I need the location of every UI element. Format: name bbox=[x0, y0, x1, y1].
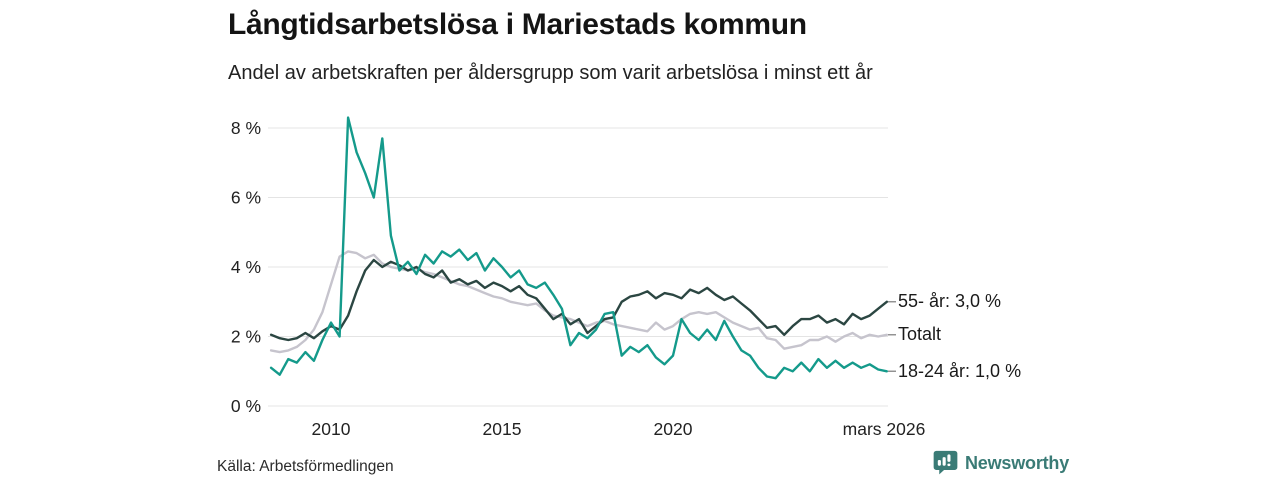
x-tick-label: 2015 bbox=[483, 419, 522, 439]
series-line-totalt bbox=[269, 250, 888, 354]
series-end-label-totalt: Totalt bbox=[898, 324, 942, 344]
source-text: Källa: Arbetsförmedlingen bbox=[217, 458, 394, 475]
page-title: Långtidsarbetslösa i Mariestads kommun bbox=[228, 8, 807, 41]
y-tick-label: 4 % bbox=[231, 257, 261, 277]
y-tick-label: 2 % bbox=[231, 327, 261, 347]
x-tick-label: mars 2026 bbox=[843, 419, 926, 439]
series-end-label-18-24-ar: 18-24 år: 1,0 % bbox=[898, 361, 1022, 381]
bar-chart-bubble-icon bbox=[933, 450, 958, 475]
y-tick-label: 6 % bbox=[231, 188, 261, 208]
series-line-18-24-r bbox=[269, 116, 888, 380]
series-line-55-r bbox=[269, 258, 888, 342]
y-tick-label: 8 % bbox=[231, 118, 261, 138]
page-subtitle: Andel av arbetskraften per åldersgrupp s… bbox=[228, 62, 873, 84]
brand-name: Newsworthy bbox=[965, 452, 1070, 473]
newsworthy-logo: Newsworthy bbox=[933, 450, 1069, 476]
x-tick-label: 2020 bbox=[654, 419, 693, 439]
y-tick-label: 0 % bbox=[231, 396, 261, 416]
x-tick-label: 2010 bbox=[312, 419, 351, 439]
series-end-label-55-ar: 55- år: 3,0 % bbox=[898, 291, 1002, 311]
